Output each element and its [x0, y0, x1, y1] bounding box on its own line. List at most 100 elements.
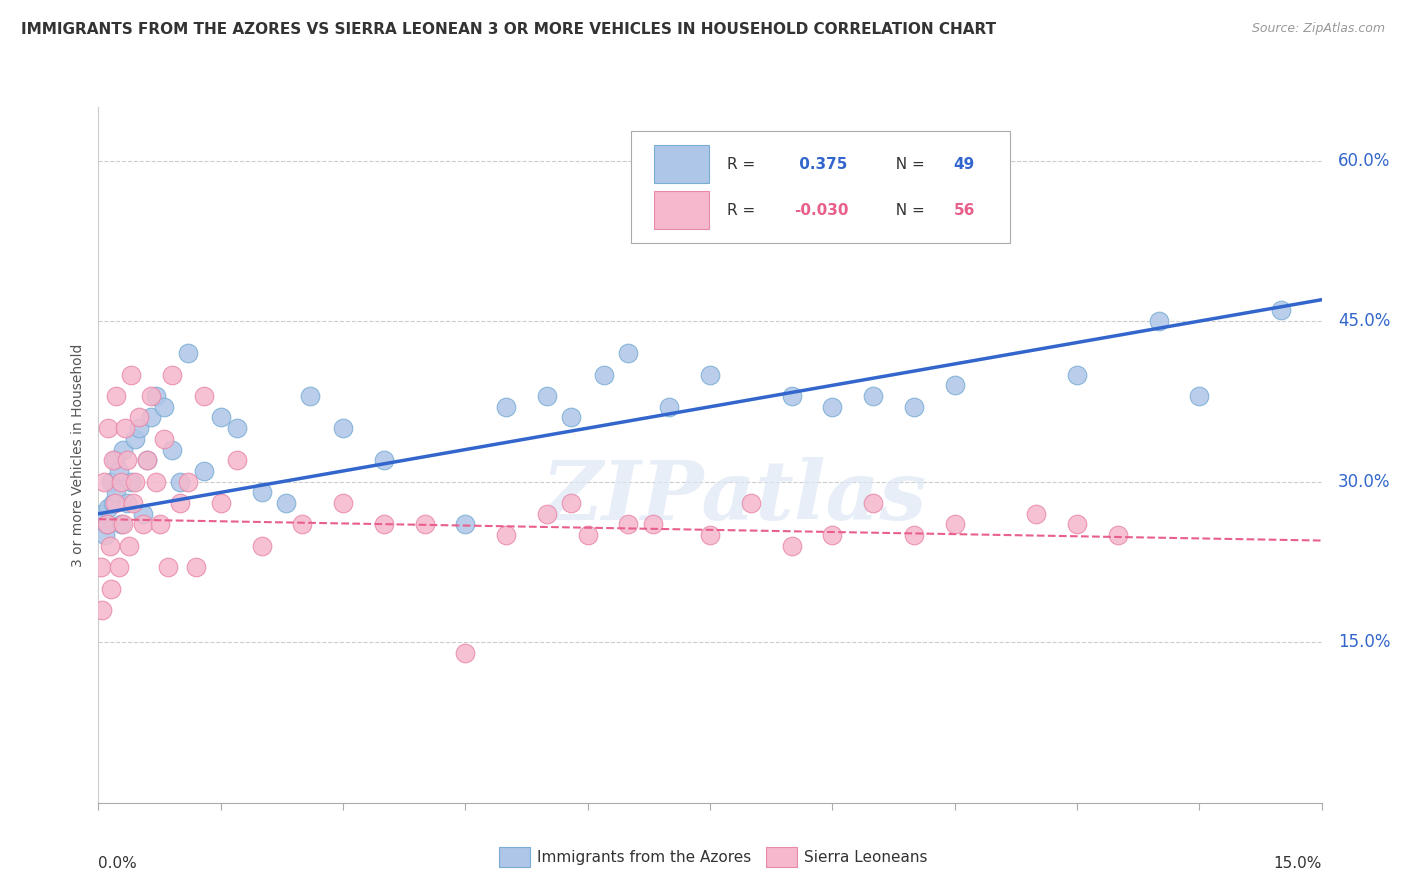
Point: [136, 453, 159, 467]
Point: [141, 389, 163, 403]
Point: [128, 421, 150, 435]
Point: [413, 517, 436, 532]
Point: [1025, 507, 1047, 521]
Point: [177, 475, 200, 489]
Point: [1107, 528, 1129, 542]
Point: [821, 528, 844, 542]
Text: 56: 56: [953, 202, 974, 218]
Text: -0.030: -0.030: [794, 202, 849, 218]
Point: [160, 368, 183, 382]
Point: [96, 517, 118, 532]
Point: [862, 389, 884, 403]
Text: Sierra Leoneans: Sierra Leoneans: [804, 850, 928, 864]
Point: [120, 368, 142, 382]
Point: [299, 389, 322, 403]
Point: [160, 442, 183, 457]
Point: [332, 496, 354, 510]
Point: [250, 485, 273, 500]
Point: [943, 378, 966, 392]
Point: [94, 528, 117, 542]
Text: R =: R =: [727, 157, 761, 171]
Point: [560, 496, 582, 510]
Text: 45.0%: 45.0%: [1339, 312, 1391, 330]
Point: [132, 507, 155, 521]
Text: N =: N =: [886, 202, 929, 218]
Point: [658, 400, 681, 414]
Text: Source: ZipAtlas.com: Source: ZipAtlas.com: [1251, 22, 1385, 36]
Point: [145, 475, 167, 489]
Point: [617, 517, 640, 532]
Point: [291, 517, 314, 532]
Point: [91, 507, 114, 521]
Text: N =: N =: [886, 157, 929, 171]
Point: [124, 475, 146, 489]
Point: [780, 539, 803, 553]
Point: [373, 453, 395, 467]
Point: [641, 517, 664, 532]
Point: [1066, 368, 1088, 382]
Point: [128, 410, 150, 425]
Y-axis label: 3 or more Vehicles in Household: 3 or more Vehicles in Household: [72, 343, 86, 566]
Point: [90, 560, 112, 574]
Point: [100, 582, 122, 596]
FancyBboxPatch shape: [630, 131, 1010, 243]
Point: [105, 485, 128, 500]
Text: 30.0%: 30.0%: [1339, 473, 1391, 491]
Point: [821, 400, 844, 414]
Point: [780, 389, 803, 403]
Text: 15.0%: 15.0%: [1274, 856, 1322, 871]
Point: [1270, 303, 1292, 318]
Point: [152, 432, 174, 446]
Point: [91, 603, 114, 617]
Point: [209, 496, 232, 510]
Point: [1066, 517, 1088, 532]
Point: [97, 421, 120, 435]
Point: [984, 196, 1007, 211]
Point: [156, 560, 179, 574]
Text: Immigrants from the Azores: Immigrants from the Azores: [537, 850, 751, 864]
Point: [96, 517, 118, 532]
Point: [97, 501, 120, 516]
Point: [105, 389, 128, 403]
Point: [617, 346, 640, 360]
Point: [193, 464, 215, 478]
Point: [1188, 389, 1211, 403]
Point: [186, 560, 208, 574]
Point: [193, 389, 215, 403]
Point: [115, 496, 138, 510]
Point: [124, 432, 146, 446]
Point: [110, 475, 132, 489]
Text: R =: R =: [727, 202, 761, 218]
Text: IMMIGRANTS FROM THE AZORES VS SIERRA LEONEAN 3 OR MORE VEHICLES IN HOUSEHOLD COR: IMMIGRANTS FROM THE AZORES VS SIERRA LEO…: [21, 22, 997, 37]
Point: [250, 539, 273, 553]
Point: [104, 496, 127, 510]
Point: [100, 475, 122, 489]
Point: [169, 475, 191, 489]
Point: [740, 496, 762, 510]
Text: 60.0%: 60.0%: [1339, 152, 1391, 169]
Point: [560, 410, 582, 425]
Point: [132, 517, 155, 532]
Point: [114, 421, 136, 435]
Point: [177, 346, 200, 360]
Point: [903, 528, 925, 542]
FancyBboxPatch shape: [654, 145, 709, 183]
Point: [120, 475, 142, 489]
Text: 0.375: 0.375: [794, 157, 848, 171]
Point: [226, 421, 249, 435]
Point: [373, 517, 395, 532]
Point: [149, 517, 172, 532]
Point: [118, 539, 141, 553]
Point: [332, 421, 354, 435]
Text: 15.0%: 15.0%: [1339, 633, 1391, 651]
Point: [862, 496, 884, 510]
Point: [495, 400, 517, 414]
Point: [699, 368, 721, 382]
Point: [108, 464, 131, 478]
Point: [152, 400, 174, 414]
Point: [111, 517, 134, 532]
Point: [93, 475, 115, 489]
Point: [699, 528, 721, 542]
Point: [454, 646, 477, 660]
Point: [593, 368, 616, 382]
